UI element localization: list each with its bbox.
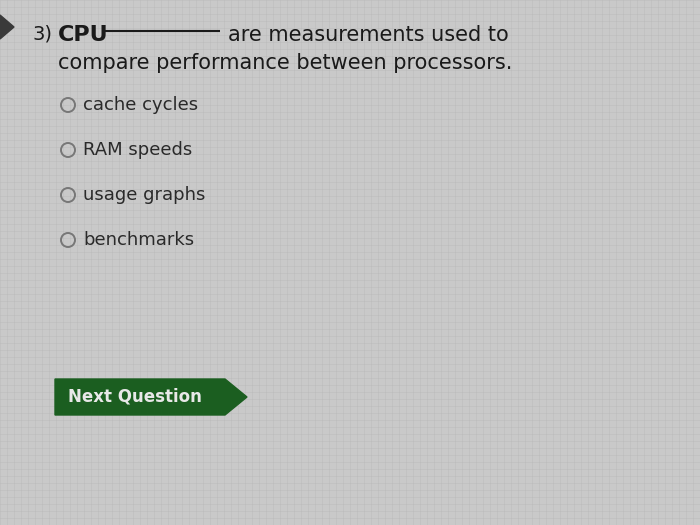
Text: CPU: CPU xyxy=(58,25,108,45)
Text: compare performance between processors.: compare performance between processors. xyxy=(58,53,512,73)
Polygon shape xyxy=(0,15,14,39)
Text: Next Question: Next Question xyxy=(68,388,202,406)
Text: usage graphs: usage graphs xyxy=(83,186,205,204)
Text: cache cycles: cache cycles xyxy=(83,96,198,114)
Text: RAM speeds: RAM speeds xyxy=(83,141,192,159)
Polygon shape xyxy=(55,379,247,415)
Text: 3): 3) xyxy=(32,25,52,44)
Text: benchmarks: benchmarks xyxy=(83,231,194,249)
Text: are measurements used to: are measurements used to xyxy=(228,25,509,45)
